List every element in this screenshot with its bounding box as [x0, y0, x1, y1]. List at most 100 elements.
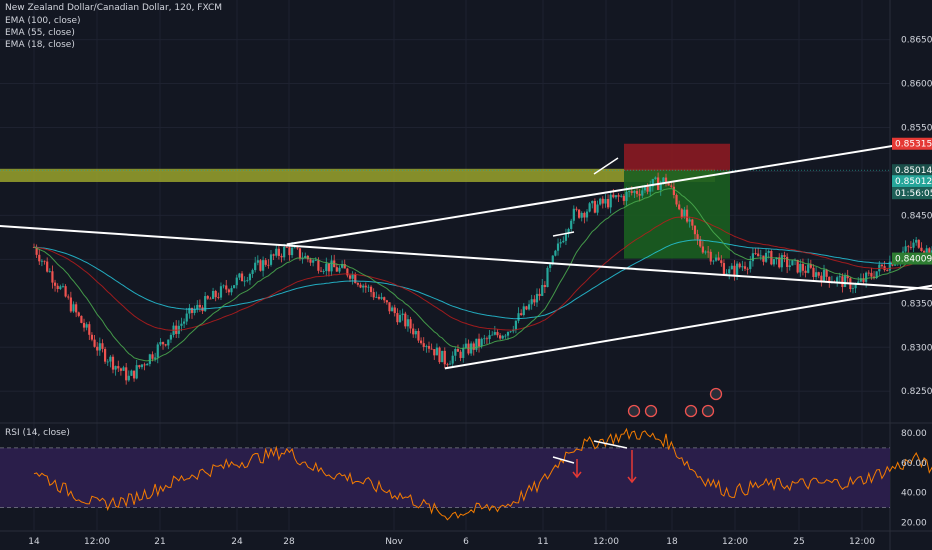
rsi-divergence-line[interactable] [593, 440, 628, 449]
candle [601, 198, 604, 204]
candle [825, 269, 828, 277]
candle [98, 343, 101, 351]
candle [701, 246, 704, 253]
candle [264, 260, 267, 265]
candle [815, 272, 818, 278]
time-axis-label: Nov [385, 537, 403, 547]
candle [791, 260, 794, 266]
candle [61, 286, 65, 287]
candle [546, 267, 549, 288]
time-axis-label: 12:00 [84, 537, 110, 547]
event-icon[interactable] [709, 387, 723, 401]
candle [217, 297, 220, 298]
trendline-lower-channel[interactable] [444, 207, 932, 370]
candle [140, 364, 144, 368]
candle [688, 219, 691, 222]
candle [391, 307, 394, 312]
candle [659, 182, 662, 190]
trendline-short[interactable] [593, 157, 619, 175]
candle [912, 242, 915, 248]
ema18-legend[interactable]: EMA (18, close) [5, 40, 75, 50]
candle [672, 186, 675, 196]
candle [240, 273, 244, 282]
candle [154, 357, 157, 359]
candle [304, 255, 307, 259]
time-axis-label: 14 [28, 537, 40, 547]
candle [122, 367, 125, 371]
candle [161, 342, 165, 345]
candle [525, 306, 528, 310]
candle [920, 247, 923, 252]
candle [43, 260, 46, 262]
candle [796, 259, 799, 273]
ema100-legend[interactable]: EMA (100, close) [5, 16, 81, 26]
take-profit-zone[interactable] [624, 170, 730, 259]
candle [132, 370, 136, 379]
candle [722, 263, 726, 275]
candle [614, 195, 618, 198]
candle [496, 332, 499, 336]
candle [85, 324, 88, 328]
trendline-falling-line[interactable] [0, 220, 932, 310]
candle [754, 253, 757, 255]
candle [859, 278, 862, 282]
candle [351, 274, 354, 279]
candle [591, 200, 594, 204]
trendline-short[interactable] [552, 231, 575, 237]
candle [875, 271, 878, 279]
candle [385, 300, 388, 303]
candle [151, 354, 154, 359]
candle [285, 246, 288, 248]
candle [725, 273, 728, 275]
rsi-divergence-line[interactable] [552, 456, 575, 464]
candle [275, 248, 278, 256]
candle [80, 315, 83, 323]
ema55-legend[interactable]: EMA (55, close) [5, 28, 75, 38]
trendline-upper-channel[interactable] [286, 80, 932, 246]
candle [277, 248, 280, 256]
candle [662, 177, 665, 183]
candle [159, 342, 162, 345]
candle [575, 208, 578, 210]
event-icon[interactable] [644, 404, 658, 418]
stop-loss-zone[interactable] [624, 143, 730, 171]
candle [630, 191, 633, 193]
candle [130, 370, 133, 376]
event-icon[interactable] [684, 404, 698, 418]
candle [580, 212, 583, 218]
candle [683, 209, 686, 218]
candle [772, 259, 776, 265]
candle [211, 290, 215, 299]
candle [749, 261, 752, 270]
candle [693, 225, 697, 235]
candle [757, 253, 760, 257]
candle [441, 350, 444, 363]
event-icon[interactable] [627, 404, 641, 418]
candle [75, 304, 78, 313]
candle [51, 271, 54, 283]
candle [535, 293, 539, 303]
candle [446, 364, 449, 366]
candles [32, 172, 932, 385]
candle [219, 286, 223, 298]
candle [564, 233, 568, 241]
candle [104, 348, 107, 362]
rsi-axis-label: 40.00 [901, 489, 927, 499]
price-tag-label: 0.85315 [895, 140, 932, 150]
time-axis-label: 24 [231, 537, 243, 547]
rsi-legend[interactable]: RSI (14, close) [5, 428, 70, 438]
candle [327, 263, 331, 272]
candle [38, 254, 41, 262]
candle [204, 296, 207, 312]
event-icon[interactable] [701, 404, 715, 418]
candle [422, 343, 425, 347]
candle [69, 297, 72, 312]
time-axis-label: 28 [283, 537, 295, 547]
candle [167, 339, 170, 346]
candle [348, 275, 352, 279]
candle [909, 246, 912, 248]
candle [606, 198, 610, 208]
